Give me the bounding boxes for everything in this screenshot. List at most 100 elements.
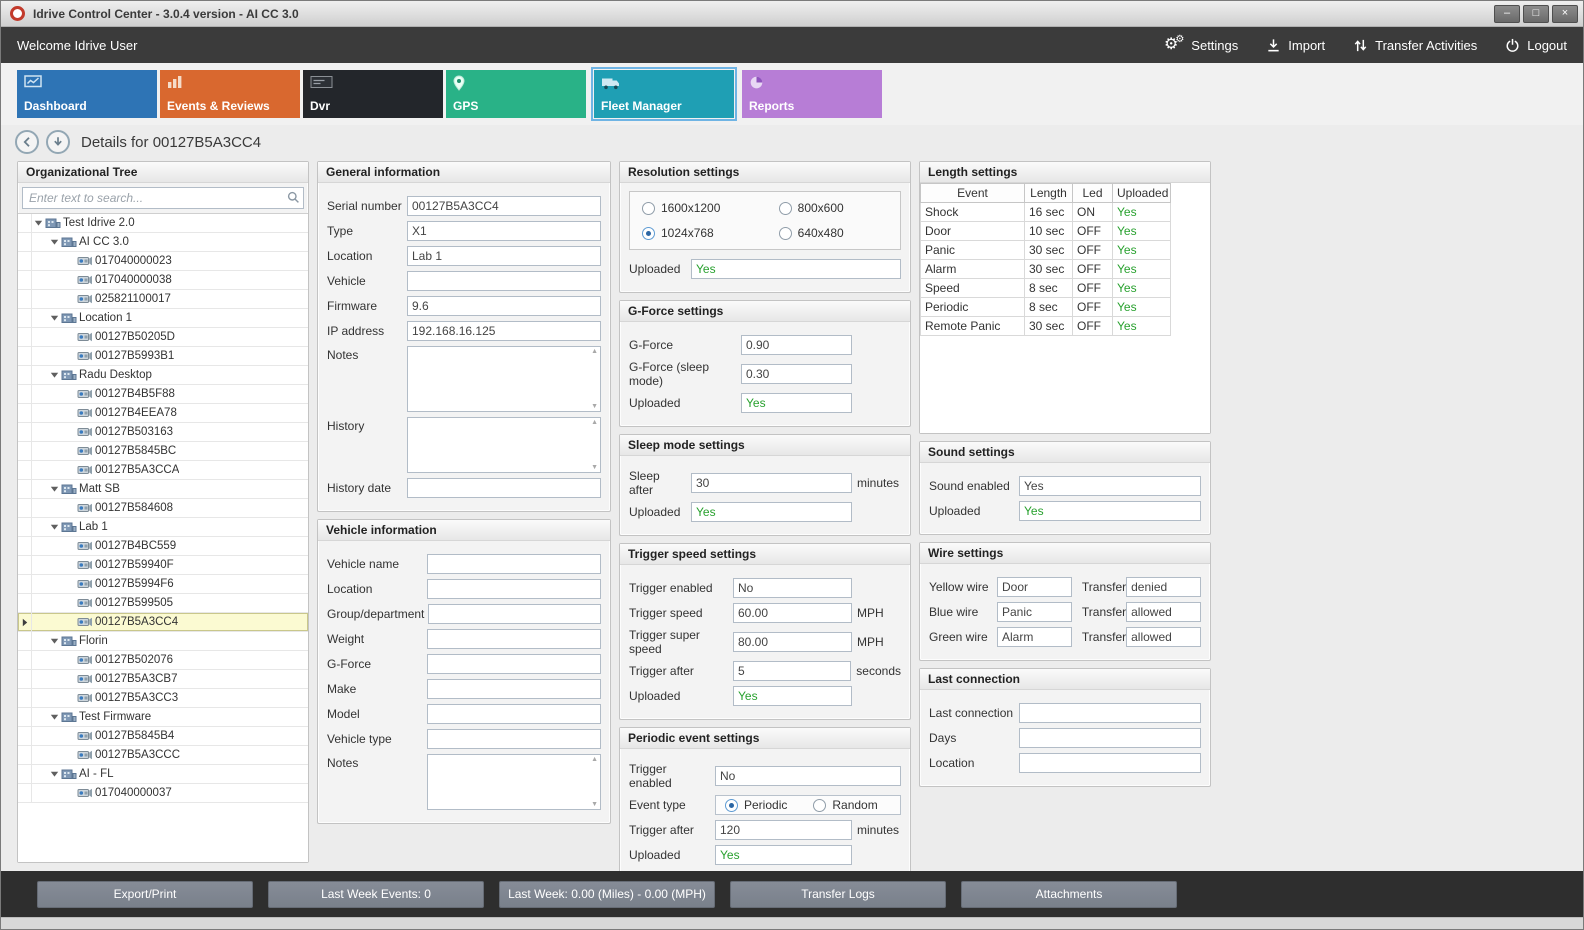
resolution-option-1024x768[interactable]: 1024x768 <box>642 226 779 240</box>
history-input[interactable] <box>407 417 601 473</box>
expander-icon[interactable] <box>32 219 45 227</box>
model-input[interactable] <box>427 704 601 724</box>
vehicle-type-input[interactable] <box>427 729 601 749</box>
export-print-button[interactable]: Export/Print <box>37 880 253 908</box>
last-week-0-00-miles-0-00-mph-button[interactable]: Last Week: 0.00 (Miles) - 0.00 (MPH) <box>499 880 715 908</box>
days-input[interactable] <box>1019 728 1201 748</box>
uploaded-input[interactable] <box>691 502 852 522</box>
resolution-option-800x600[interactable]: 800x600 <box>778 201 888 215</box>
tab-fleet-manager[interactable]: Fleet Manager <box>591 67 737 121</box>
transfer-logs-button[interactable]: Transfer Logs <box>730 880 946 908</box>
uploaded-input[interactable] <box>691 259 901 279</box>
expander-icon[interactable] <box>48 637 61 645</box>
last-connection-input[interactable] <box>1019 703 1201 723</box>
blue-wire-input[interactable] <box>997 602 1072 622</box>
uploaded-input[interactable] <box>1019 501 1201 521</box>
tab-dashboard[interactable]: Dashboard <box>17 70 157 118</box>
tab-gps[interactable]: GPS <box>446 70 586 118</box>
sound-enabled-input[interactable] <box>1019 476 1201 496</box>
make-input[interactable] <box>427 679 601 699</box>
tree-node-test-firmware[interactable]: Test Firmware <box>18 708 308 727</box>
notes-input[interactable] <box>407 346 601 412</box>
g-force-input[interactable] <box>741 335 852 355</box>
expander-icon[interactable] <box>48 371 61 379</box>
tree-node-00127b5845b4[interactable]: 00127B5845B4 <box>18 727 308 746</box>
ip-address-input[interactable] <box>407 321 601 341</box>
trigger-after-input[interactable] <box>715 820 852 840</box>
expander-icon[interactable] <box>48 314 61 322</box>
length-row-panic[interactable]: Panic 30 sec OFF Yes <box>920 240 1171 260</box>
search-input[interactable] <box>22 187 304 209</box>
trigger-enabled-input[interactable] <box>715 766 901 786</box>
location-input[interactable] <box>427 579 601 599</box>
tree-node-00127b5993b1[interactable]: 00127B5993B1 <box>18 347 308 366</box>
uploaded-input[interactable] <box>741 393 852 413</box>
tree-node-00127b502076[interactable]: 00127B502076 <box>18 651 308 670</box>
import-action[interactable]: Import <box>1266 38 1325 53</box>
tree-node-00127b599505[interactable]: 00127B599505 <box>18 594 308 613</box>
expander-icon[interactable] <box>48 238 61 246</box>
tree-node-00127b50205d[interactable]: 00127B50205D <box>18 328 308 347</box>
expander-icon[interactable] <box>48 523 61 531</box>
resolution-option-1600x1200[interactable]: 1600x1200 <box>642 201 779 215</box>
tree-node-00127b5a3ccc[interactable]: 00127B5A3CCC <box>18 746 308 765</box>
tree-node-00127b59940f[interactable]: 00127B59940F <box>18 556 308 575</box>
trigger-speed-input[interactable] <box>733 603 852 623</box>
tree-node-florin[interactable]: Florin <box>18 632 308 651</box>
g-force-sleep-mode-input[interactable] <box>741 364 852 384</box>
length-row-door[interactable]: Door 10 sec OFF Yes <box>920 221 1171 241</box>
length-row-periodic[interactable]: Periodic 8 sec OFF Yes <box>920 297 1171 317</box>
g-force-input[interactable] <box>427 654 601 674</box>
tree-node-radu-desktop[interactable]: Radu Desktop <box>18 366 308 385</box>
yellow-wire-transfer-input[interactable] <box>1126 577 1202 597</box>
tree-node-00127b4bc559[interactable]: 00127B4BC559 <box>18 537 308 556</box>
tree-node-matt-sb[interactable]: Matt SB <box>18 480 308 499</box>
tree-node-test-idrive-2-0[interactable]: Test Idrive 2.0 <box>18 214 308 233</box>
vehicle-name-input[interactable] <box>427 554 601 574</box>
radio-random[interactable]: Random <box>813 798 878 812</box>
logout-action[interactable]: Logout <box>1505 38 1567 53</box>
tree-node-00127b5845bc[interactable]: 00127B5845BC <box>18 442 308 461</box>
tree-node-00127b5a3cc4[interactable]: 00127B5A3CC4 <box>18 613 308 632</box>
tree-node-ai-cc-3-0[interactable]: AI CC 3.0 <box>18 233 308 252</box>
green-wire-transfer-input[interactable] <box>1126 627 1202 647</box>
settings-action[interactable]: ⚙ ⚙ Settings <box>1163 34 1239 53</box>
tree-node-017040000037[interactable]: 017040000037 <box>18 784 308 803</box>
attachments-button[interactable]: Attachments <box>961 880 1177 908</box>
tree-node-00127b5a3cb7[interactable]: 00127B5A3CB7 <box>18 670 308 689</box>
expander-icon[interactable] <box>48 485 61 493</box>
location-input[interactable] <box>1019 753 1201 773</box>
tab-reports[interactable]: Reports <box>742 70 882 118</box>
tree-node-00127b5994f6[interactable]: 00127B5994F6 <box>18 575 308 594</box>
length-row-alarm[interactable]: Alarm 30 sec OFF Yes <box>920 259 1171 279</box>
group-department-input[interactable] <box>428 604 601 624</box>
uploaded-input[interactable] <box>715 845 852 865</box>
minimize-button[interactable]: – <box>1494 4 1520 23</box>
length-row-speed[interactable]: Speed 8 sec OFF Yes <box>920 278 1171 298</box>
tree-node-ai-fl[interactable]: AI - FL <box>18 765 308 784</box>
type-input[interactable] <box>407 221 601 241</box>
tree-node-017040000038[interactable]: 017040000038 <box>18 271 308 290</box>
close-button[interactable]: × <box>1552 4 1578 23</box>
tree-node-017040000023[interactable]: 017040000023 <box>18 252 308 271</box>
tree-node-025821100017[interactable]: 025821100017 <box>18 290 308 309</box>
expander-icon[interactable] <box>48 713 61 721</box>
sleep-after-input[interactable] <box>691 473 852 493</box>
location-input[interactable] <box>407 246 601 266</box>
green-wire-input[interactable] <box>997 627 1072 647</box>
tree-node-00127b5a3cca[interactable]: 00127B5A3CCA <box>18 461 308 480</box>
resolution-option-640x480[interactable]: 640x480 <box>778 226 888 240</box>
weight-input[interactable] <box>427 629 601 649</box>
maximize-button[interactable]: □ <box>1523 4 1549 23</box>
vehicle-input[interactable] <box>407 271 601 291</box>
yellow-wire-input[interactable] <box>997 577 1072 597</box>
expand-button[interactable] <box>46 130 70 154</box>
last-week-events-0-button[interactable]: Last Week Events: 0 <box>268 880 484 908</box>
tree-node-lab-1[interactable]: Lab 1 <box>18 518 308 537</box>
uploaded-input[interactable] <box>733 686 852 706</box>
length-row-remote-panic[interactable]: Remote Panic 30 sec OFF Yes <box>920 316 1171 336</box>
blue-wire-transfer-input[interactable] <box>1126 602 1202 622</box>
tree-node-00127b4eea78[interactable]: 00127B4EEA78 <box>18 404 308 423</box>
tree-node-location-1[interactable]: Location 1 <box>18 309 308 328</box>
radio-periodic[interactable]: Periodic <box>725 798 787 812</box>
